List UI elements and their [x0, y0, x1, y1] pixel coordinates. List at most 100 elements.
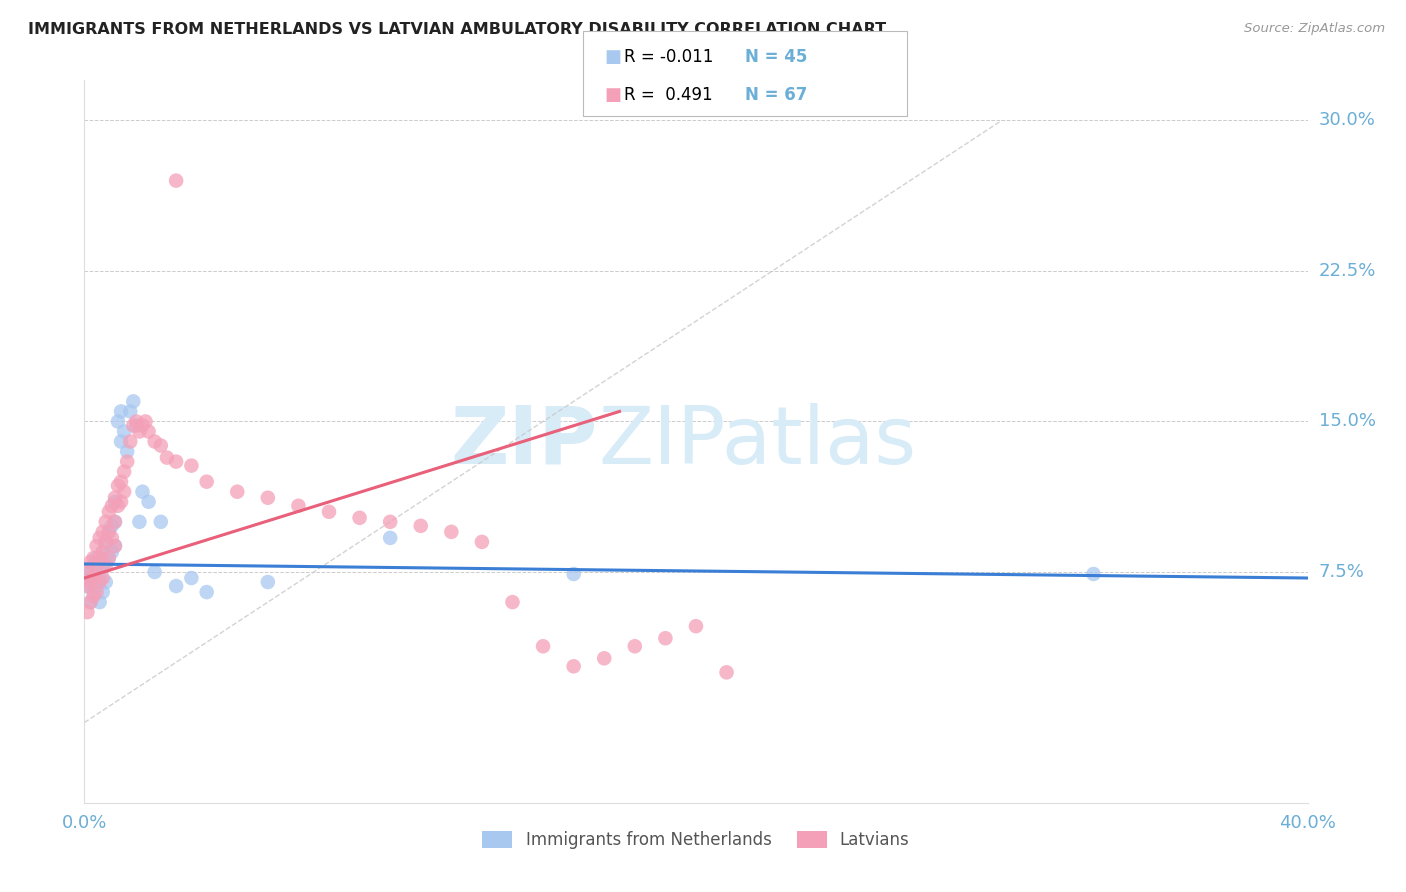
Point [654, 632, 676, 646]
Point [101, 545, 124, 559]
Point [94, 574, 117, 589]
Point [349, 510, 371, 524]
Point [94, 534, 117, 549]
Point [138, 494, 160, 508]
Point [125, 418, 148, 433]
Point [110, 494, 132, 508]
Point [112, 425, 135, 439]
Point [97, 524, 120, 539]
Point [97, 551, 120, 566]
Point [104, 539, 127, 553]
Point [76, 579, 98, 593]
Point [110, 434, 132, 449]
Point [104, 491, 127, 505]
Point [83, 569, 105, 583]
Point [91, 585, 114, 599]
Point [101, 531, 124, 545]
Point [180, 458, 202, 473]
Point [624, 639, 647, 653]
Point [104, 515, 127, 529]
Point [76, 605, 98, 619]
Text: ■: ■ [605, 86, 621, 103]
Point [79, 555, 101, 569]
Point [409, 519, 432, 533]
Text: ZIPatlas: ZIPatlas [598, 402, 917, 481]
Point [91, 571, 114, 585]
Point [531, 639, 554, 653]
Point [89, 574, 111, 589]
Text: 22.5%: 22.5% [1319, 262, 1376, 280]
Point [110, 475, 132, 489]
Point [120, 404, 142, 418]
Point [97, 505, 120, 519]
Point [86, 539, 108, 553]
Point [89, 531, 111, 545]
Point [226, 484, 249, 499]
Point [86, 585, 108, 599]
Point [195, 475, 218, 489]
Text: 15.0%: 15.0% [1319, 412, 1375, 431]
Text: 7.5%: 7.5% [1319, 563, 1365, 581]
Point [112, 484, 135, 499]
Point [104, 515, 127, 529]
Point [143, 565, 166, 579]
Point [716, 665, 738, 680]
Point [79, 565, 101, 579]
Point [165, 173, 187, 187]
Point [156, 450, 179, 465]
Point [318, 505, 340, 519]
Text: N = 45: N = 45 [745, 48, 807, 66]
Point [287, 499, 309, 513]
Point [122, 418, 145, 433]
Point [502, 595, 524, 609]
Point [83, 585, 105, 599]
Point [685, 619, 707, 633]
Point [94, 534, 117, 549]
Point [1083, 567, 1105, 582]
Point [440, 524, 463, 539]
Point [97, 524, 120, 539]
Point [76, 579, 98, 593]
Point [89, 569, 111, 583]
Point [86, 558, 108, 574]
Point [562, 659, 585, 673]
Point [83, 589, 105, 603]
Point [165, 579, 187, 593]
Point [257, 574, 280, 589]
Point [79, 595, 101, 609]
Point [122, 394, 145, 409]
Point [79, 574, 101, 589]
Point [97, 551, 120, 566]
Text: N = 67: N = 67 [745, 86, 807, 103]
Point [115, 444, 138, 458]
Point [115, 455, 138, 469]
Point [135, 414, 157, 429]
Point [104, 539, 127, 553]
Point [562, 567, 585, 582]
Point [165, 455, 187, 469]
Point [91, 545, 114, 559]
Point [380, 515, 402, 529]
Point [380, 531, 402, 545]
Point [83, 551, 105, 566]
Point [120, 434, 142, 449]
Point [131, 484, 153, 499]
Point [94, 515, 117, 529]
Point [471, 534, 494, 549]
Point [89, 595, 111, 609]
Point [76, 571, 98, 585]
Point [89, 551, 111, 566]
Point [101, 519, 124, 533]
Text: R =  0.491: R = 0.491 [624, 86, 713, 103]
Point [138, 425, 160, 439]
Text: Source: ZipAtlas.com: Source: ZipAtlas.com [1244, 22, 1385, 36]
Point [131, 418, 153, 433]
Point [94, 555, 117, 569]
Point [89, 555, 111, 569]
Point [128, 425, 150, 439]
Point [107, 499, 129, 513]
Point [101, 499, 124, 513]
Point [91, 545, 114, 559]
Point [143, 434, 166, 449]
Point [125, 414, 148, 429]
